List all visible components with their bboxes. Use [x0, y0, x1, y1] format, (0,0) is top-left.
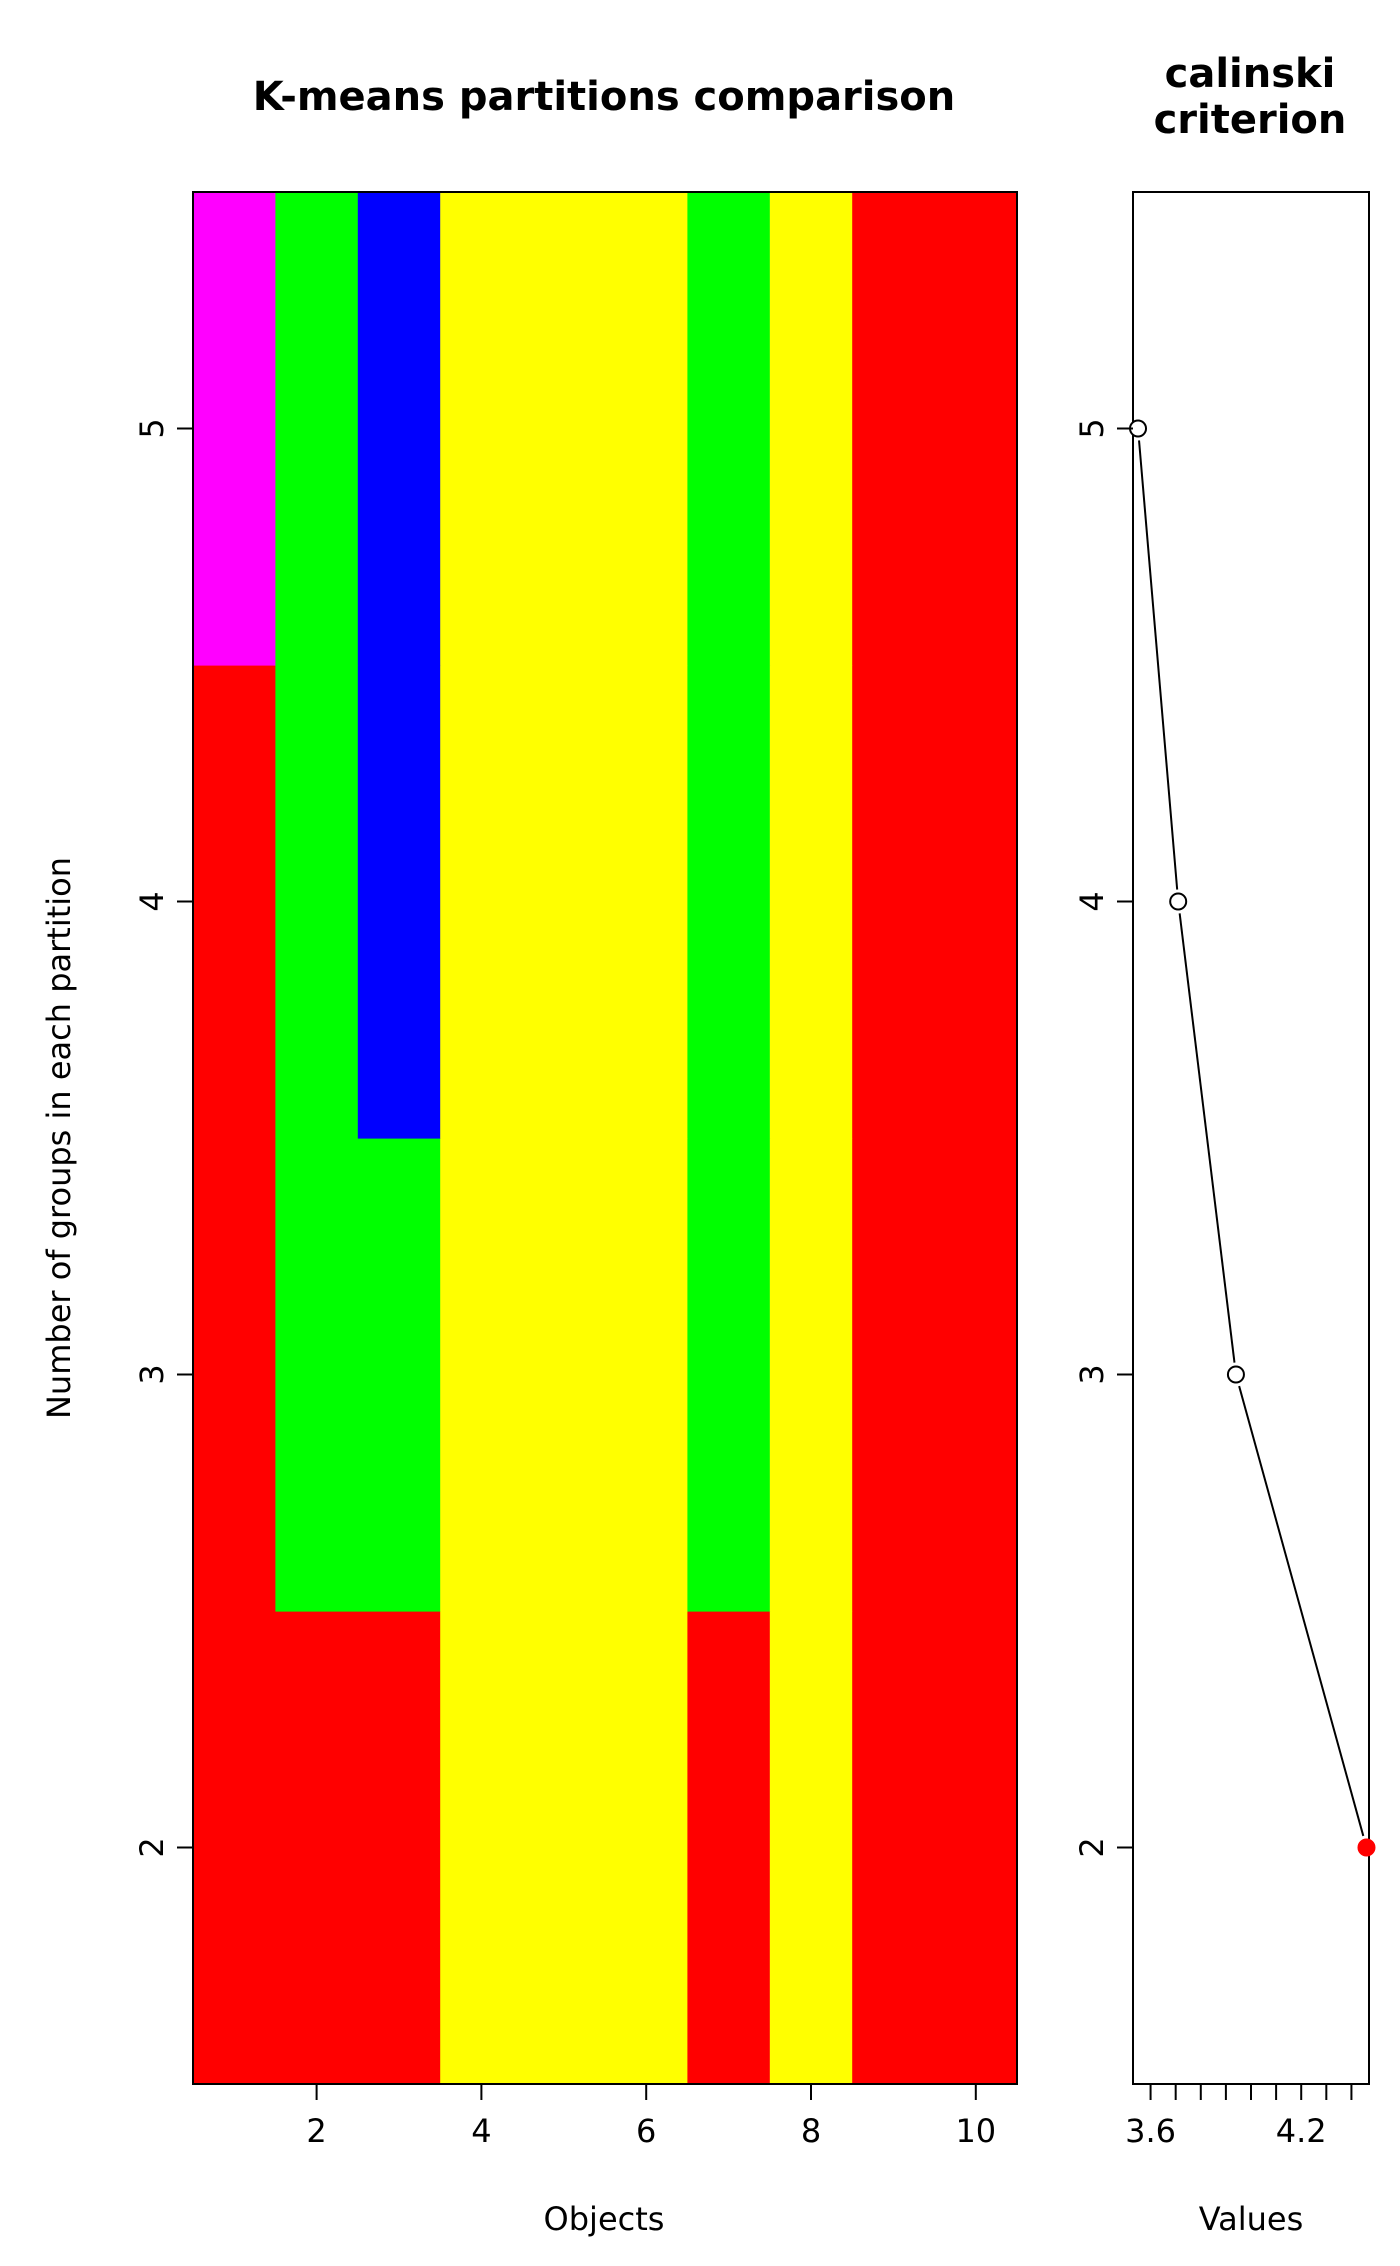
calinski-criterion-panel: calinski criterion 3.6 4.2 2 3 4 5 Values — [1073, 51, 1376, 2238]
heat-cell-k5-obj5 — [522, 192, 606, 666]
heat-cell-k4-obj4 — [440, 665, 524, 1139]
criterion-y-tick-label-2: 2 — [1073, 1837, 1111, 1857]
heat-cell-k3-obj7 — [687, 1138, 771, 1612]
heatmap-x-axis-label: Objects — [544, 2200, 665, 2238]
criterion-y-tick-label-5: 5 — [1073, 418, 1111, 438]
heatmap-x-axis: 2 4 6 8 10 — [306, 2084, 996, 2150]
heatmap-y-tick-label-2: 2 — [133, 1837, 171, 1857]
heat-cell-k4-obj9 — [852, 665, 936, 1139]
heat-cell-k5-obj10 — [934, 192, 1018, 666]
criterion-segment-4-5 — [1138, 440, 1179, 890]
heat-cell-k2-obj6 — [605, 1611, 688, 2085]
heat-cell-k3-obj10 — [934, 1138, 1018, 1612]
heat-cell-k5-obj3 — [357, 192, 441, 666]
heat-cell-k2-obj7 — [687, 1611, 771, 2085]
criterion-series — [1129, 419, 1376, 1857]
heat-cell-k3-obj9 — [852, 1138, 936, 1612]
heat-cell-k2-obj9 — [852, 1611, 936, 2085]
heat-cell-k5-obj9 — [852, 192, 936, 666]
heatmap-y-axis: 2 3 4 5 — [133, 418, 193, 1858]
heat-cell-k3-obj3 — [357, 1138, 441, 1612]
heat-cell-k4-obj8 — [769, 665, 853, 1139]
heatmap-y-axis-label: Number of groups in each partition — [40, 857, 78, 1419]
criterion-title-line-2: criterion — [1154, 97, 1347, 143]
heatmap-x-tick-label-8: 8 — [801, 2112, 821, 2150]
heat-cell-k5-obj4 — [440, 192, 524, 666]
heat-cell-k4-obj6 — [605, 665, 688, 1139]
heat-cell-k4-obj3 — [357, 665, 441, 1139]
heat-cell-k4-obj10 — [934, 665, 1018, 1139]
heat-cell-k4-obj5 — [522, 665, 606, 1139]
heatmap-x-tick-label-10: 10 — [955, 2112, 996, 2150]
criterion-x-axis: 3.6 4.2 — [1125, 2084, 1353, 2150]
partitions-heatmap: K-means partitions comparison 2 4 6 8 10 2 3 4… — [40, 74, 1018, 2238]
heatmap-x-tick-label-4: 4 — [471, 2112, 491, 2150]
heat-cell-k2-obj10 — [934, 1611, 1018, 2085]
heat-cell-k5-obj7 — [687, 192, 771, 666]
criterion-point-k3 — [1226, 1365, 1245, 1384]
criterion-point-k2 — [1357, 1838, 1376, 1857]
heat-cell-k3-obj5 — [522, 1138, 606, 1612]
criterion-x-axis-label: Values — [1199, 2200, 1304, 2238]
heatmap-title: K-means partitions comparison — [253, 74, 956, 120]
criterion-x-tick-label-4.2: 4.2 — [1276, 2112, 1327, 2150]
criterion-x-tick-label-3.6: 3.6 — [1125, 2112, 1176, 2150]
criterion-y-tick-label-3: 3 — [1073, 1364, 1111, 1384]
heat-cell-k5-obj1 — [193, 192, 276, 666]
heat-cell-k4-obj1 — [193, 665, 276, 1139]
heatmap-cells — [193, 192, 1018, 2085]
heat-cell-k2-obj8 — [769, 1611, 853, 2085]
heatmap-x-tick-label-6: 6 — [636, 2112, 656, 2150]
heatmap-y-tick-label-3: 3 — [133, 1364, 171, 1384]
criterion-y-axis: 2 3 4 5 — [1073, 418, 1133, 1858]
heat-cell-k5-obj6 — [605, 192, 688, 666]
criterion-y-tick-label-4: 4 — [1073, 891, 1111, 911]
heatmap-x-tick-label-2: 2 — [306, 2112, 326, 2150]
heatmap-frame — [192, 191, 1018, 2085]
criterion-point-k4 — [1169, 892, 1188, 911]
heat-cell-k2-obj2 — [275, 1611, 359, 2085]
criterion-segment-3-4 — [1178, 913, 1236, 1363]
heat-cell-k4-obj7 — [687, 665, 771, 1139]
heat-cell-k3-obj8 — [769, 1138, 853, 1612]
heat-cell-k3-obj1 — [193, 1138, 276, 1612]
heat-cell-k2-obj3 — [357, 1611, 441, 2085]
criterion-frame — [1132, 191, 1370, 2085]
heat-cell-k2-obj4 — [440, 1611, 524, 2085]
heat-cell-k2-obj5 — [522, 1611, 606, 2085]
heat-cell-k5-obj2 — [275, 192, 359, 666]
criterion-title-line-1: calinski — [1165, 51, 1336, 97]
heatmap-y-tick-label-4: 4 — [133, 891, 171, 911]
heat-cell-k4-obj2 — [275, 665, 359, 1139]
heat-cell-k3-obj4 — [440, 1138, 524, 1612]
heat-cell-k5-obj8 — [769, 192, 853, 666]
heatmap-y-tick-label-5: 5 — [133, 418, 171, 438]
heat-cell-k3-obj6 — [605, 1138, 688, 1612]
heat-cell-k2-obj1 — [193, 1611, 276, 2085]
criterion-segment-2-3 — [1238, 1385, 1365, 1837]
heat-cell-k3-obj2 — [275, 1138, 359, 1612]
